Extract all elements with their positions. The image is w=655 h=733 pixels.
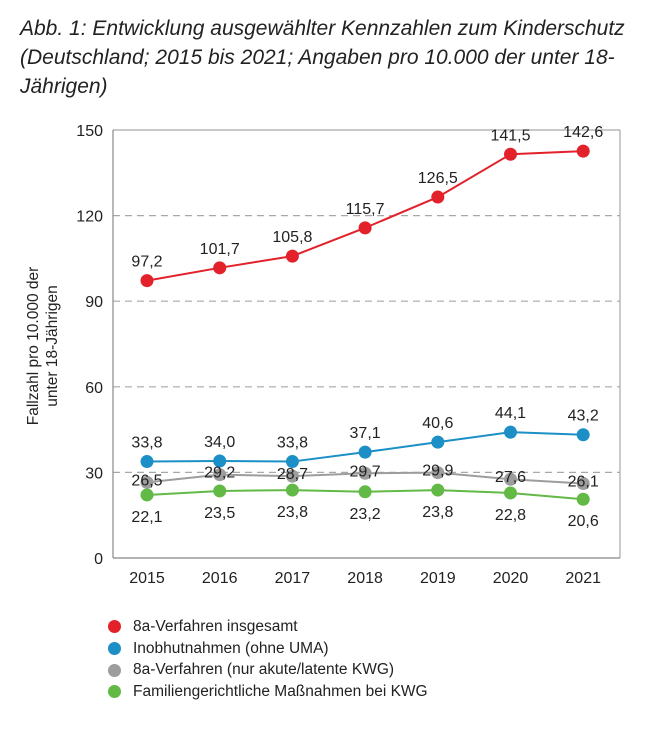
data-label: 141,5 [490,127,530,144]
data-point [431,435,445,449]
legend-item: Familiengerichtliche Maßnahmen bei KWG [108,681,428,703]
legend-marker-icon [108,620,121,634]
data-point [285,455,299,469]
data-label: 115,7 [346,201,385,218]
data-label: 29,9 [422,463,453,480]
y-tick-label: 0 [94,551,103,568]
data-point [213,454,227,468]
data-point [358,466,372,480]
data-point [504,472,517,486]
legend-item: 8a-Verfahren (nur akute/latente KWG) [108,659,428,681]
data-label: 22,8 [495,507,526,524]
data-point [576,492,590,506]
data-point [140,274,154,288]
data-point [285,469,299,483]
y-tick-label: 30 [85,465,103,482]
legend-item: Inobhutnahmen (ohne UMA) [108,638,428,660]
data-label: 23,8 [277,504,308,521]
data-point [213,484,227,498]
legend-marker-icon [108,685,121,699]
data-label: 23,8 [422,504,453,521]
data-label: 142,6 [563,124,603,141]
data-label: 23,2 [350,506,381,523]
data-point [140,488,154,502]
x-tick-label: 2020 [493,570,529,587]
data-label: 28,7 [277,466,308,483]
data-label: 20,6 [568,513,599,530]
data-label: 40,6 [422,415,453,432]
data-point [358,485,372,499]
data-point [504,486,517,500]
x-tick-label: 2017 [275,570,311,587]
legend-item: 8a-Verfahren insgesamt [108,616,428,638]
x-tick-label: 2015 [129,570,165,587]
data-label: 26,5 [131,472,162,489]
chart-title: Abb. 1: Entwicklung ausgewählter Kennzah… [20,17,625,98]
data-point [140,455,154,469]
data-point [358,445,372,459]
data-point [576,477,590,491]
data-point [504,147,517,161]
y-axis-label-line: Fallzahl pro 10.000 der [25,267,42,426]
data-point [576,428,590,442]
data-label: 33,8 [277,435,308,452]
legend-label: Familiengerichtliche Maßnahmen bei KWG [133,682,428,700]
x-tick-label: 2019 [420,570,456,587]
y-tick-label: 90 [85,294,103,311]
x-tick-label: 2016 [202,570,238,587]
data-label: 105,8 [272,229,312,246]
y-axis-label-line: unter 18-Jährigen [44,285,61,407]
data-label: 44,1 [495,405,526,422]
legend-label: 8a-Verfahren (nur akute/latente KWG) [133,661,395,679]
data-point [431,190,445,204]
data-label: 23,5 [204,505,235,522]
data-label: 22,1 [131,509,162,526]
data-point [431,466,445,480]
legend-marker-icon [108,642,121,656]
y-tick-label: 120 [76,209,103,226]
data-point [140,475,154,489]
data-label: 34,0 [204,434,235,451]
y-axis-label: Fallzahl pro 10.000 der unter 18-Jährigen [25,267,61,426]
data-point [358,221,372,235]
data-label: 37,1 [350,425,381,442]
data-label: 27,6 [495,469,526,486]
x-tick-label: 2021 [565,570,601,587]
data-point [213,468,227,482]
data-label: 126,5 [418,170,458,187]
data-point [285,249,299,263]
legend-marker-icon [108,663,121,677]
data-point [213,261,227,275]
y-tick-label: 150 [76,123,103,140]
legend-label: 8a-Verfahren insgesamt [133,617,298,635]
data-label: 101,7 [200,241,240,258]
data-label: 26,1 [568,474,599,491]
x-tick-label: 2018 [347,570,383,587]
legend: 8a-Verfahren insgesamt Inobhutnahmen (ohn… [108,616,428,703]
legend-label: Inobhutnahmen (ohne UMA) [133,639,329,657]
data-label: 43,2 [568,408,599,425]
data-label: 33,8 [131,435,162,452]
data-label: 97,2 [131,254,162,271]
data-label: 29,2 [204,465,235,482]
data-point [285,483,299,497]
y-tick-label: 60 [85,380,103,397]
data-point [576,144,590,158]
data-point [504,425,517,439]
data-label: 29,7 [350,463,381,480]
data-point [431,483,445,497]
